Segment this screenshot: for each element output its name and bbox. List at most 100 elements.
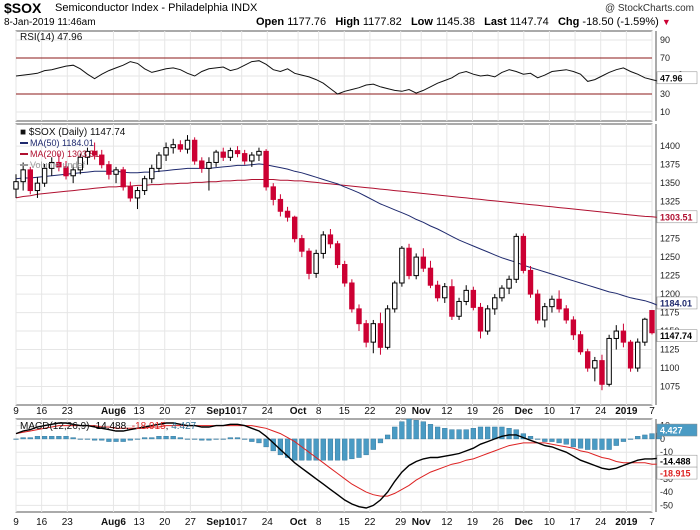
macd-histogram-bar <box>56 436 62 440</box>
rsi-last-value: 47.96 <box>660 73 683 83</box>
candle-body <box>120 169 126 188</box>
candle-body <box>270 186 276 200</box>
candle-body <box>434 284 441 299</box>
macd-histogram-bar <box>199 438 205 441</box>
candle-body <box>20 169 26 183</box>
macd-histogram-bar <box>34 436 41 440</box>
candle-body <box>484 308 491 332</box>
macd-title-signal: -18.915 <box>132 421 166 432</box>
macd-histogram-bar <box>492 426 498 440</box>
macd-panel: -50-40-30-20-10010MACD(12,26,9) -14.488,… <box>13 418 698 513</box>
price-last-value: 1147.74 <box>660 331 692 341</box>
x-tick-label: 9 <box>13 406 19 417</box>
x-tick-label: Aug6 <box>101 517 126 528</box>
macd-histogram-bar <box>149 437 155 440</box>
macd-histogram-bar <box>470 428 476 440</box>
candle-body <box>77 156 84 171</box>
macd-histogram-bar <box>192 438 198 440</box>
legend-entry: Volume undef <box>30 160 86 170</box>
macd-histogram-bar <box>113 438 119 442</box>
macd-histogram-bar <box>527 436 534 440</box>
candle-body <box>542 306 548 321</box>
macd-title-sep: , <box>126 421 132 432</box>
candle-body <box>163 147 169 156</box>
x-tick-label: 29 <box>395 517 407 528</box>
y-tick-label: 70 <box>660 53 670 63</box>
macd-histogram-bar <box>120 438 126 442</box>
x-tick-label: 17 <box>570 517 582 528</box>
candle-body <box>170 144 176 149</box>
y-tick-label: 1325 <box>660 197 680 207</box>
macd-histogram-bar <box>142 437 148 440</box>
macd-histogram-bar <box>227 437 233 440</box>
candle-body <box>334 243 341 266</box>
macd-histogram-bar <box>549 438 555 442</box>
macd-histogram-bar <box>156 436 162 440</box>
x-tick-label: Nov <box>412 517 431 528</box>
x-tick-label: 2019 <box>615 406 638 417</box>
x-tick-label: 27 <box>185 406 197 417</box>
candle-body <box>156 154 162 169</box>
candle-body <box>241 153 248 162</box>
macd-histogram-bar <box>406 418 412 440</box>
x-tick-label: 12 <box>441 406 453 417</box>
candle-body <box>99 154 105 166</box>
macd-histogram-bar <box>349 438 355 460</box>
macd-signal-last-value: -18.915 <box>660 469 691 479</box>
candle-body <box>91 150 98 156</box>
ma200-last-value-box <box>656 210 698 224</box>
y-tick-label: 1125 <box>660 345 679 355</box>
candle-body <box>627 341 634 369</box>
quote-date: 8-Jan-2019 11:46am <box>4 17 96 28</box>
x-tick-label: 24 <box>262 517 274 528</box>
x-tick-label: 16 <box>36 406 48 417</box>
x-tick-label: 2019 <box>615 517 638 528</box>
x-tick-label: Dec <box>515 517 534 528</box>
y-tick-label: 1375 <box>660 160 680 170</box>
macd-histogram-bar <box>177 437 183 440</box>
macd-hist-last-value-box <box>656 423 698 437</box>
x-tick-label: 22 <box>364 406 376 417</box>
legend-entry: MA(200) 1303.51 <box>30 149 100 159</box>
macd-histogram-bar <box>127 438 133 441</box>
y-tick-label: 1100 <box>660 363 679 373</box>
x-tick-label: 16 <box>36 517 48 528</box>
rsi-title: RSI(14) 47.96 <box>20 32 83 43</box>
macd-histogram-bar <box>256 438 262 444</box>
price-panel: 1075110011251150117512001225125012751300… <box>13 123 698 406</box>
candle-body <box>613 330 619 339</box>
candle-body <box>299 238 305 252</box>
macd-histogram-bar <box>20 437 26 440</box>
macd-histogram-bar <box>456 429 462 440</box>
x-tick-label: Nov <box>412 406 431 417</box>
candle-body <box>470 289 477 308</box>
candle-body <box>527 269 534 295</box>
legend-entry: MA(50) 1184.01 <box>30 138 94 148</box>
candle-body <box>220 151 226 158</box>
macd-histogram-bar <box>535 438 541 440</box>
x-tick-label: 29 <box>395 406 407 417</box>
x-tick-label: 22 <box>364 517 376 528</box>
macd-histogram-bar <box>649 433 655 440</box>
open-value: 1177.76 <box>287 16 327 28</box>
candle-body <box>620 330 627 343</box>
macd-histogram-bar <box>449 429 455 440</box>
macd-histogram-bar <box>563 438 569 445</box>
open-label: Open <box>256 16 285 28</box>
macd-histogram-bar <box>184 438 191 440</box>
macd-histogram-bar <box>41 436 48 440</box>
macd-title-prefix: MACD(12,26,9) <box>20 421 92 432</box>
candle-body <box>492 297 498 310</box>
chart-instrument-name: Semiconductor Index - Philadelphia INDX <box>55 2 258 14</box>
x-tick-label: Dec <box>515 406 534 417</box>
macd-histogram-bar <box>463 429 469 440</box>
macd-histogram-bar <box>292 438 298 461</box>
x-tick-label: 12 <box>441 517 453 528</box>
macd-histogram-bar <box>327 438 334 461</box>
macd-histogram-bar <box>592 438 598 450</box>
macd-histogram-bar <box>577 438 584 449</box>
date-axis-top: 9 16 23 Aug6 13 20 27 Sep10 17 24 Oct 8 15 22 29 Nov 12 1… <box>13 406 655 417</box>
macd-histogram-bar <box>606 438 612 450</box>
macd-histogram-bar <box>370 438 376 450</box>
